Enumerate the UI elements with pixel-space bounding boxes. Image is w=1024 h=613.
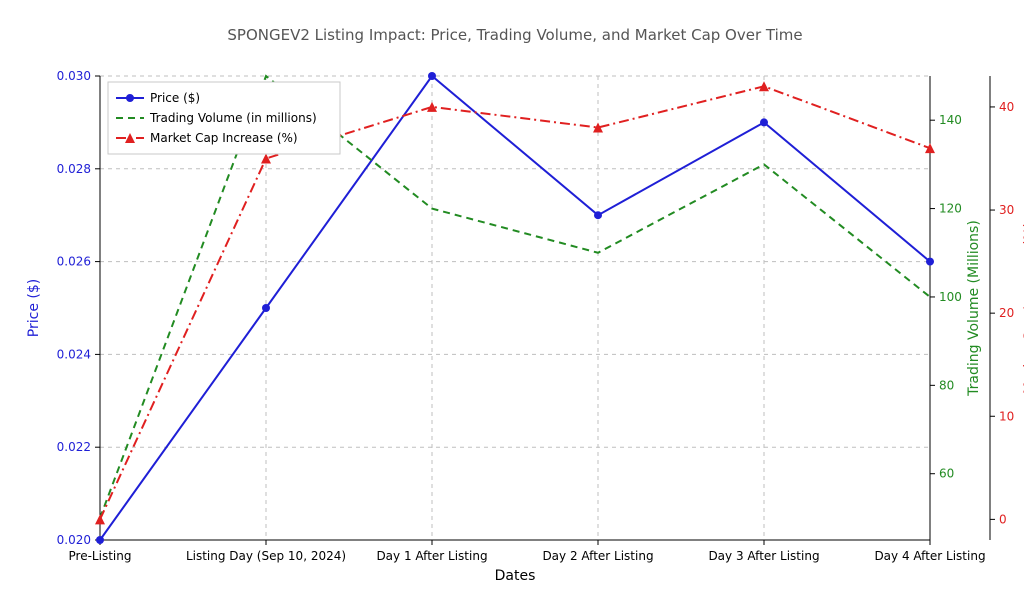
chart-svg: 0.020 0.022 0.024 0.026 0.028 0.030 Price ($) 6…: [0, 0, 1024, 613]
x-tick: Day 1 After Listing: [376, 549, 487, 563]
y1-tick: 0.028: [57, 162, 91, 176]
series-marker: [926, 258, 934, 266]
x-tick: Day 2 After Listing: [542, 549, 653, 563]
y3-tick: 40: [999, 100, 1014, 114]
x-tick: Day 3 After Listing: [708, 549, 819, 563]
x-tick: Listing Day (Sep 10, 2024): [186, 549, 346, 563]
y2-tick: 100: [939, 290, 962, 304]
y1-tick: 0.020: [57, 533, 91, 547]
y3-tick: 30: [999, 203, 1014, 217]
x-tick: Day 4 After Listing: [874, 549, 985, 563]
series-marker: [428, 72, 436, 80]
y2-tick: 80: [939, 378, 954, 392]
series-marker: [760, 118, 768, 126]
y3-tick: 20: [999, 306, 1014, 320]
legend-label: Price ($): [150, 91, 200, 105]
y1-tick: 0.022: [57, 440, 91, 454]
x-tick: Pre-Listing: [69, 549, 132, 563]
y2-tick: 120: [939, 202, 962, 216]
y2-tick: 140: [939, 113, 962, 127]
y2-axis-label: Trading Volume (Millions): [966, 220, 982, 397]
series-marker: [96, 536, 104, 544]
x-axis-label: Dates: [495, 568, 536, 584]
chart-container: 0.020 0.022 0.024 0.026 0.028 0.030 Price ($) 6…: [0, 0, 1024, 613]
legend-marker: [126, 94, 134, 102]
legend-label: Trading Volume (in millions): [149, 111, 317, 125]
y3-tick: 0: [999, 512, 1007, 526]
y3-tick: 10: [999, 409, 1014, 423]
chart-title: SPONGEV2 Listing Impact: Price, Trading …: [227, 26, 802, 44]
y1-axis-label: Price ($): [26, 279, 42, 337]
y1-tick: 0.026: [57, 255, 91, 269]
legend-label: Market Cap Increase (%): [150, 131, 298, 145]
series-marker: [262, 304, 270, 312]
y1-tick: 0.024: [57, 347, 91, 361]
y2-tick: 60: [939, 467, 954, 481]
series-marker: [594, 211, 602, 219]
y1-tick: 0.030: [57, 69, 91, 83]
